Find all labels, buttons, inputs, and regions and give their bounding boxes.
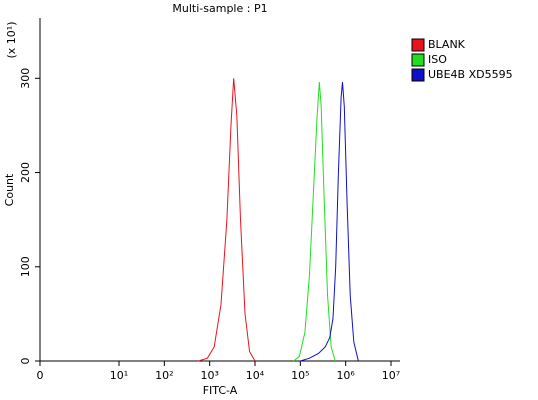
x-tick-label: 10³ <box>200 369 218 382</box>
histogram-line <box>293 82 336 362</box>
x-tick-label: 0 <box>37 369 44 382</box>
y-multiplier: (x 10¹) <box>5 22 18 59</box>
legend-label: ISO <box>428 53 447 66</box>
y-tick-label: 300 <box>19 68 32 89</box>
x-tick-label: 10⁵ <box>291 369 309 382</box>
legend-swatch <box>411 38 425 52</box>
x-tick-label: 10² <box>155 369 173 382</box>
x-axis-label: FITC-A <box>203 384 238 397</box>
histogram-line <box>300 82 359 362</box>
y-tick-label: 0 <box>19 358 32 365</box>
legend-swatch <box>411 53 425 67</box>
chart-title: Multi-sample : P1 <box>172 2 267 15</box>
y-axis-label: Count <box>3 173 16 206</box>
legend-label: BLANK <box>428 38 466 51</box>
x-tick-label: 10⁶ <box>336 369 355 382</box>
y-tick-label: 100 <box>19 256 32 277</box>
x-tick-label: 10¹ <box>110 369 128 382</box>
legend-swatch <box>411 68 425 82</box>
legend-label: UBE4B XD5595 <box>428 68 513 81</box>
x-tick-label: 10⁷ <box>382 369 400 382</box>
histogram-line <box>198 78 256 362</box>
y-tick-label: 200 <box>19 162 32 183</box>
x-tick-label: 10⁴ <box>246 369 265 382</box>
